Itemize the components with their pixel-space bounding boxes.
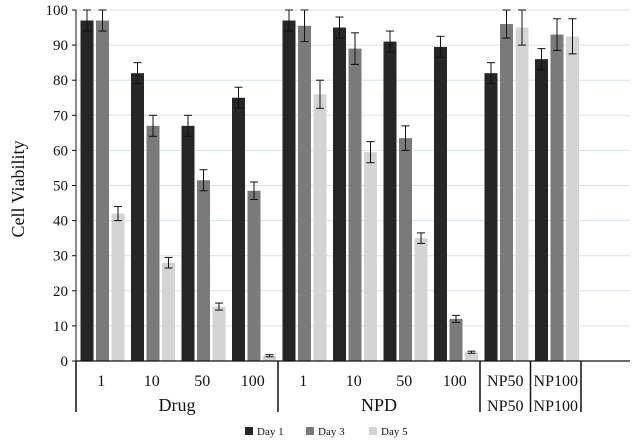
legend-label: Day 3 (318, 426, 345, 438)
legend-label: Day 5 (381, 426, 408, 438)
x-tick-label: 100 (443, 373, 467, 390)
bar (298, 25, 311, 361)
bar (111, 213, 125, 361)
legend-label: Day 1 (257, 426, 284, 438)
y-tick-label: 100 (46, 3, 69, 19)
x-tick-label: 50 (396, 373, 412, 390)
x-tick-label: NP50 (487, 373, 523, 390)
legend-swatch (369, 427, 377, 435)
bar (515, 27, 529, 362)
bar (313, 94, 327, 362)
bar (500, 24, 513, 361)
bar (333, 27, 346, 362)
bar (465, 352, 478, 361)
bar (146, 125, 160, 361)
y-tick-label: 30 (53, 249, 68, 265)
x-tick-label: 1 (299, 373, 307, 390)
group-label: NP50 (487, 398, 523, 415)
bar (131, 73, 144, 362)
bars (80, 9, 579, 362)
y-axis-label: Cell Viability (8, 140, 28, 237)
legend: Day 1 Day 3 Day 5 (245, 426, 408, 438)
y-tick-label: 90 (53, 38, 68, 54)
group-label: NP100 (534, 398, 578, 415)
bar (80, 20, 94, 362)
y-tick-label: 10 (53, 319, 68, 335)
group-label: Drug (159, 395, 196, 415)
bar (383, 41, 397, 362)
bar (364, 152, 377, 361)
x-tick-label: 100 (241, 373, 265, 390)
bar (247, 190, 261, 361)
x-tick-label: 1 (97, 373, 105, 390)
bar (162, 262, 175, 361)
bar (434, 46, 447, 361)
bar (263, 355, 276, 361)
y-tick-label: 70 (53, 108, 68, 124)
legend-swatch (245, 427, 253, 435)
y-tick-label: 20 (53, 284, 68, 300)
bar (282, 20, 296, 362)
bar (232, 97, 245, 361)
bar (96, 20, 109, 362)
bar (414, 238, 428, 361)
x-tick-label: 50 (194, 373, 210, 390)
bar (181, 125, 195, 361)
bar (197, 180, 210, 361)
y-tick-label: 60 (53, 143, 68, 159)
y-tick-label: 0 (61, 354, 69, 370)
x-tick-label: 10 (144, 373, 160, 390)
legend-swatch (306, 427, 314, 435)
bar (550, 34, 564, 361)
bar (449, 318, 463, 361)
y-tick-label: 50 (53, 179, 68, 195)
y-tick-label: 80 (53, 73, 68, 89)
bar (399, 138, 412, 361)
bar (484, 73, 498, 362)
x-tick-label: 10 (346, 373, 362, 390)
x-tick-label: NP100 (534, 373, 578, 390)
group-label: NPD (361, 395, 397, 415)
bar (348, 48, 362, 362)
bar (535, 59, 548, 361)
bar (566, 36, 579, 361)
y-tick-label: 40 (53, 214, 68, 230)
bar (212, 306, 226, 361)
